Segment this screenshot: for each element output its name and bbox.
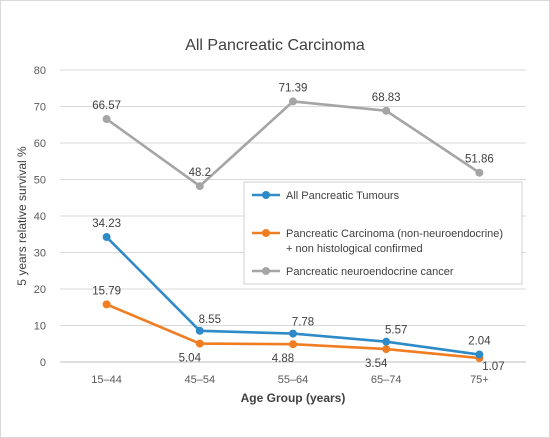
data-point [195, 182, 204, 191]
data-label: 51.86 [465, 154, 494, 166]
y-axis-ticks: 0 10 20 30 40 50 60 70 80 [34, 65, 46, 369]
data-point [195, 339, 204, 348]
data-label: 5.04 [179, 353, 202, 365]
legend-swatch-marker [262, 191, 270, 199]
y-tick-label: 0 [40, 357, 46, 369]
data-point [102, 233, 111, 242]
data-label: 68.83 [372, 92, 401, 104]
data-label: 4.88 [272, 353, 294, 365]
data-point [102, 300, 111, 309]
data-point [289, 97, 297, 106]
data-label: 8.55 [199, 314, 221, 326]
x-tick-label: 65–74 [371, 374, 402, 386]
y-tick-label: 60 [34, 138, 46, 150]
legend-item: Pancreatic neuroendocrine cancer [252, 266, 454, 278]
data-label: 5.57 [385, 325, 407, 337]
y-tick-label: 10 [34, 321, 46, 333]
series-line [105, 100, 481, 188]
legend-swatch-marker [262, 267, 270, 275]
data-point [289, 340, 297, 349]
x-tick-label: 75+ [470, 374, 489, 386]
x-tick-label: 45–54 [185, 374, 216, 386]
data-point [102, 115, 111, 124]
data-label: 66.57 [92, 100, 121, 112]
x-axis-title: Age Group (years) [241, 391, 346, 405]
gridlines [60, 69, 526, 363]
y-tick-label: 40 [34, 211, 46, 223]
legend-label: + non histological confirmed [286, 243, 423, 255]
data-point [382, 337, 391, 346]
y-tick-label: 20 [34, 284, 46, 296]
x-tick-label: 55–64 [278, 374, 309, 386]
y-axis-title: 5 years relative survival % [15, 146, 29, 286]
y-tick-label: 50 [34, 175, 46, 187]
data-label: 48.2 [189, 167, 211, 179]
data-label: 2.04 [468, 336, 491, 348]
data-label: 34.23 [92, 218, 121, 230]
legend-item: All Pancreatic Tumours [252, 190, 400, 202]
data-label: 1.07 [482, 361, 504, 373]
data-label: 3.54 [365, 358, 388, 370]
data-labels: 66.57 48.2 71.39 68.83 51.86 15.79 5.04 4.88 3.5… [92, 82, 504, 373]
x-tick-label: 15–44 [91, 374, 122, 386]
y-tick-label: 80 [34, 65, 46, 77]
chart-title: All Pancreatic Carcinoma [185, 37, 365, 54]
data-point [289, 329, 297, 338]
series-0 [102, 233, 484, 359]
y-tick-label: 30 [34, 248, 46, 260]
data-label: 15.79 [92, 285, 121, 297]
data-point [382, 106, 391, 115]
legend-label: Pancreatic neuroendocrine cancer [286, 266, 454, 278]
data-label: 71.39 [279, 82, 308, 94]
data-label: 7.78 [292, 317, 314, 329]
data-point [382, 345, 391, 354]
series-layer [102, 97, 484, 363]
legend-label: All Pancreatic Tumours [286, 190, 400, 202]
y-tick-label: 70 [34, 102, 46, 114]
x-axis-ticks: 15–44 45–54 55–64 65–74 75+ [91, 374, 488, 386]
legend: All Pancreatic Tumours Pancreatic Carcino… [243, 181, 523, 285]
legend-swatch-marker [262, 229, 270, 237]
legend-item: Pancreatic Carcinoma (non-neuroendocrine… [252, 228, 503, 255]
legend-box [243, 181, 523, 285]
data-point [475, 350, 484, 359]
data-point [475, 168, 484, 177]
data-point [195, 326, 204, 335]
series-2 [102, 97, 484, 191]
legend-label: Pancreatic Carcinoma (non-neuroendocrine… [286, 228, 503, 240]
